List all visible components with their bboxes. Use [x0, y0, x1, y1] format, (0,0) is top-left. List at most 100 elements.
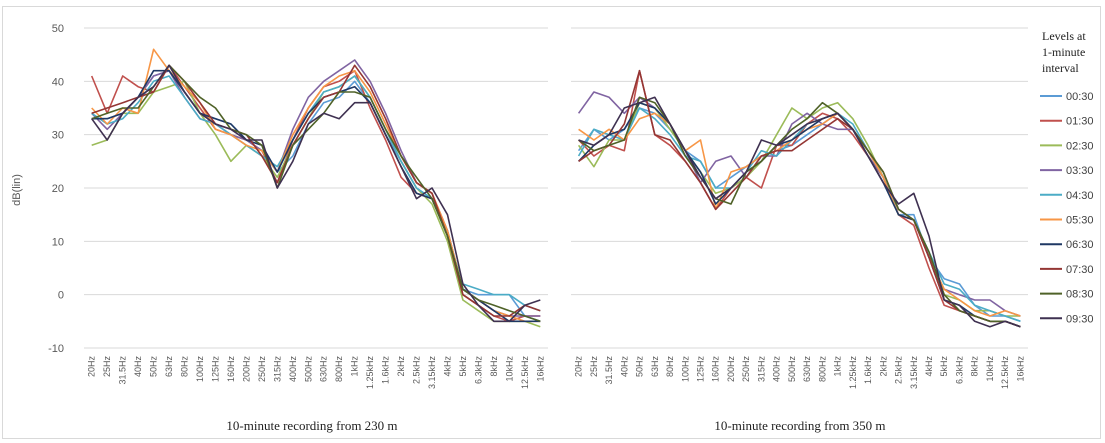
legend-title-line-2: 1-minute: [1042, 45, 1085, 59]
x-tick-label-right-27: 10kHz: [985, 356, 995, 382]
x-tick-label-right-8: 125Hz: [695, 356, 705, 383]
x-tick-label-right-28: 12.5kHz: [1000, 356, 1010, 390]
x-tick-label-left-21: 2.5kHz: [412, 356, 422, 385]
figure-border: [2, 6, 1101, 439]
x-tick-label-left-29: 16kHz: [535, 356, 545, 382]
x-tick-label-left-2: 31.5Hz: [118, 356, 128, 385]
x-tick-label-left-11: 250Hz: [257, 356, 267, 383]
x-tick-label-right-5: 63Hz: [650, 356, 660, 378]
legend-label-0530: 05:30: [1066, 215, 1094, 227]
x-tick-label-right-20: 2kHz: [878, 356, 888, 377]
x-tick-label-right-22: 3.15kHz: [909, 356, 919, 390]
x-tick-label-left-20: 2kHz: [396, 356, 406, 377]
y-tick-label-1: 40: [52, 76, 64, 88]
x-tick-label-left-24: 5kHz: [458, 356, 468, 377]
x-tick-label-left-19: 1.6kHz: [381, 356, 391, 385]
legend-title-line-3: interval: [1042, 61, 1079, 75]
x-tick-label-left-6: 80Hz: [180, 356, 190, 378]
x-tick-label-left-10: 200Hz: [241, 356, 251, 383]
x-tick-label-right-17: 1kHz: [833, 356, 843, 377]
x-tick-label-left-22: 3.15kHz: [427, 356, 437, 390]
series-line-right-0030: [577, 107, 1021, 323]
y-axis-label: dB(lin): [11, 174, 23, 206]
y-ticks-left: 50 40 30 20 10 0 -10: [48, 23, 64, 355]
x-tick-label-right-14: 500Hz: [787, 356, 797, 383]
x-tick-label-right-26: 8kHz: [970, 356, 980, 377]
legend-label-0430: 04:30: [1066, 190, 1094, 202]
y-tick-label-6: -10: [48, 343, 64, 355]
legend-label-0230: 02:30: [1066, 140, 1094, 152]
x-tick-label-right-12: 315Hz: [756, 356, 766, 383]
legend-title-line-1: Levels at: [1042, 29, 1086, 43]
x-tick-label-right-25: 6.3kHz: [954, 356, 964, 385]
series-line-right-0930: [578, 96, 1021, 328]
series-line-right-0730: [578, 69, 1021, 328]
x-tick-label-right-7: 100Hz: [680, 356, 690, 383]
x-tick-label-left-18: 1.25kHz: [365, 356, 375, 390]
x-tick-label-left-23: 4kHz: [442, 356, 452, 377]
x-tick-label-right-19: 1.6kHz: [863, 356, 873, 385]
x-tick-label-right-24: 5kHz: [939, 356, 949, 377]
y-tick-label-3: 20: [52, 183, 64, 195]
series-line-left-0430: [91, 75, 541, 312]
x-tick-label-right-0: 20Hz: [574, 356, 584, 378]
y-tick-label-0: 50: [52, 23, 64, 35]
x-tick-label-left-12: 315Hz: [272, 356, 282, 383]
legend-label-0030: 00:30: [1066, 91, 1094, 103]
x-tick-label-left-26: 8kHz: [489, 356, 499, 377]
legend-label-0630: 06:30: [1066, 239, 1094, 251]
x-tick-label-left-7: 100Hz: [195, 356, 205, 383]
legend-label-0830: 08:30: [1066, 289, 1094, 301]
x-tick-label-left-0: 20Hz: [87, 356, 97, 378]
y-tick-label-2: 30: [52, 130, 64, 142]
series-line-right-0830: [578, 96, 1021, 328]
x-tick-label-right-3: 40Hz: [619, 356, 629, 378]
x-ticks-left: 20Hz 25Hz 31.5Hz 40Hz 50Hz 63Hz 80Hz 100Hz 125Hz…: [87, 356, 546, 390]
gridlines-left: [84, 27, 548, 349]
x-tick-label-right-10: 200Hz: [726, 356, 736, 383]
x-tick-label-right-2: 31.5Hz: [604, 356, 614, 385]
y-tick-label-4: 10: [52, 236, 64, 248]
legend: Levels at 1-minute interval 00:30 01:30 02…: [1040, 29, 1094, 325]
x-tick-label-left-8: 125Hz: [210, 356, 220, 383]
caption-right: 10-minute recording from 350 m: [714, 418, 885, 433]
series-line-left-0930: [91, 64, 541, 323]
legend-label-0130: 01:30: [1066, 116, 1094, 128]
x-tick-label-right-16: 800Hz: [817, 356, 827, 383]
x-tick-label-left-13: 400Hz: [288, 356, 298, 383]
x-ticks-right: 20Hz 25Hz 31.5Hz 40Hz 50Hz 63Hz 80Hz 100Hz 125Hz…: [574, 356, 1026, 390]
x-tick-label-right-18: 1.25kHz: [848, 356, 858, 390]
series-right: [577, 69, 1021, 328]
x-tick-label-right-29: 16kHz: [1015, 356, 1025, 382]
caption-left: 10-minute recording from 230 m: [226, 418, 397, 433]
series-line-right-0530: [578, 112, 1021, 317]
x-tick-label-left-27: 10kHz: [504, 356, 514, 382]
x-tick-label-left-28: 12.5kHz: [520, 356, 530, 390]
series-line-right-0430: [577, 107, 1021, 323]
x-tick-label-left-3: 40Hz: [133, 356, 143, 378]
legend-label-0930: 09:30: [1066, 313, 1094, 325]
x-tick-label-right-13: 400Hz: [772, 356, 782, 383]
legend-entries: 00:30 01:30 02:30 03:30 04:30 05:30 06:30 07:30…: [1040, 91, 1094, 325]
x-tick-label-left-25: 6.3kHz: [473, 356, 483, 385]
chart-panel-left: 50 40 30 20 10 0 -10 20Hz 25Hz 31.5Hz 40Hz 50Hz 63H…: [48, 23, 548, 433]
x-tick-label-left-15: 630Hz: [319, 356, 329, 383]
x-tick-label-left-17: 1kHz: [350, 356, 360, 377]
x-tick-label-right-1: 25Hz: [589, 356, 599, 378]
x-tick-label-right-23: 4kHz: [924, 356, 934, 377]
x-tick-label-left-5: 63Hz: [164, 356, 174, 378]
x-tick-label-left-1: 25Hz: [102, 356, 112, 378]
x-tick-label-right-11: 250Hz: [741, 356, 751, 383]
x-tick-label-left-9: 160Hz: [226, 356, 236, 383]
chart-panel-right: 20Hz 25Hz 31.5Hz 40Hz 50Hz 63Hz 80Hz 100Hz 125Hz…: [571, 27, 1028, 433]
legend-label-0330: 03:30: [1066, 165, 1094, 177]
x-tick-label-left-14: 500Hz: [303, 356, 313, 383]
legend-label-0730: 07:30: [1066, 264, 1094, 276]
x-tick-label-right-9: 160Hz: [711, 356, 721, 383]
x-tick-label-left-16: 800Hz: [334, 356, 344, 383]
x-tick-label-right-15: 630Hz: [802, 356, 812, 383]
x-tick-label-left-4: 50Hz: [149, 356, 159, 378]
x-tick-label-right-6: 80Hz: [665, 356, 675, 378]
x-tick-label-right-21: 2.5kHz: [894, 356, 904, 385]
